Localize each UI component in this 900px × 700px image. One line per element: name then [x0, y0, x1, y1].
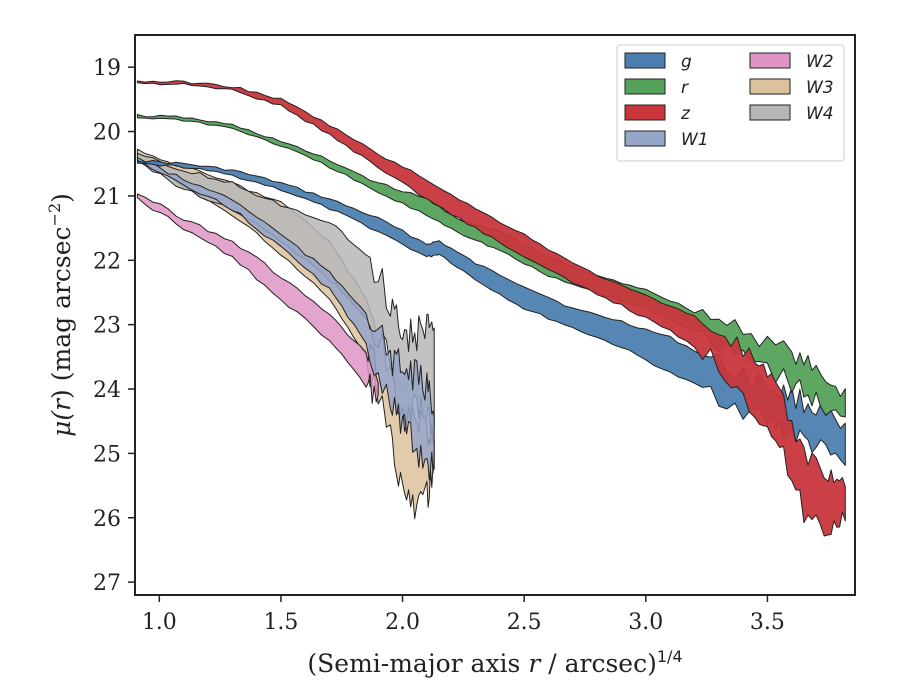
y-axis-label-mu: μ( — [47, 410, 76, 437]
y-axis-label-end: ) — [47, 193, 76, 203]
y-tick-label: 26 — [93, 507, 121, 532]
x-axis-label-sup: 1/4 — [657, 647, 683, 666]
x-axis-label: (Semi-major axis r / arcsec)1/4 — [307, 647, 682, 678]
legend-swatch-w3 — [749, 78, 791, 95]
legend-swatch-w4 — [749, 104, 791, 121]
x-axis-label-post: / arcsec) — [540, 649, 657, 678]
y-axis-label-var: r — [47, 397, 76, 411]
legend-label-w3: W3 — [806, 78, 834, 98]
band-w2 — [136, 193, 379, 404]
y-tick-label: 25 — [93, 442, 121, 467]
legend-label-z: z — [680, 104, 691, 124]
legend: grz W1 W2 W3 W4 — [616, 44, 845, 162]
x-tick-label: 1.0 — [142, 610, 177, 635]
y-tick-label: 22 — [93, 249, 121, 274]
legend-label-w1: W1 — [681, 130, 709, 150]
y-axis: 19 20 21 22 23 24 25 26 27 — [93, 56, 135, 596]
x-tick-label: 3.0 — [628, 610, 663, 635]
band-g — [136, 160, 846, 466]
y-tick-label: 23 — [93, 314, 121, 339]
y-tick-label: 21 — [93, 185, 121, 210]
x-tick-label: 2.5 — [507, 610, 542, 635]
legend-swatch-w1 — [624, 130, 666, 147]
band-r — [136, 114, 846, 418]
x-axis-label-pre: (Semi-major axis — [307, 649, 528, 678]
legend-label-w4: W4 — [806, 104, 834, 124]
y-tick-label: 19 — [93, 56, 121, 81]
y-axis-label: μ(r) (mag arcsec−2) — [45, 193, 76, 437]
x-axis-label-var: r — [528, 649, 542, 678]
x-tick-label: 3.5 — [750, 610, 785, 635]
legend-label-w2: W2 — [806, 52, 834, 72]
x-axis: 1.0 1.5 2.0 2.5 3.0 3.5 — [142, 595, 785, 635]
profile-bands — [136, 80, 846, 537]
plot-frame — [134, 34, 856, 596]
legend-swatch-g — [624, 52, 666, 69]
y-tick-label: 27 — [93, 571, 121, 596]
x-tick-label: 2.0 — [385, 610, 420, 635]
y-tick-label: 24 — [93, 378, 121, 403]
legend-label-r: r — [681, 78, 689, 98]
legend-box — [616, 44, 845, 162]
legend-swatch-z — [624, 104, 666, 121]
legend-swatch-r — [624, 78, 666, 95]
legend-label-g: g — [681, 52, 692, 72]
y-axis-label-sup: −2 — [45, 203, 64, 227]
y-tick-label: 20 — [93, 121, 121, 146]
legend-swatch-w2 — [749, 52, 791, 69]
band-z — [136, 80, 846, 537]
x-tick-label: 1.5 — [263, 610, 298, 635]
y-axis-label-mid: ) (mag arcsec — [47, 226, 76, 399]
band-w1 — [136, 157, 435, 481]
